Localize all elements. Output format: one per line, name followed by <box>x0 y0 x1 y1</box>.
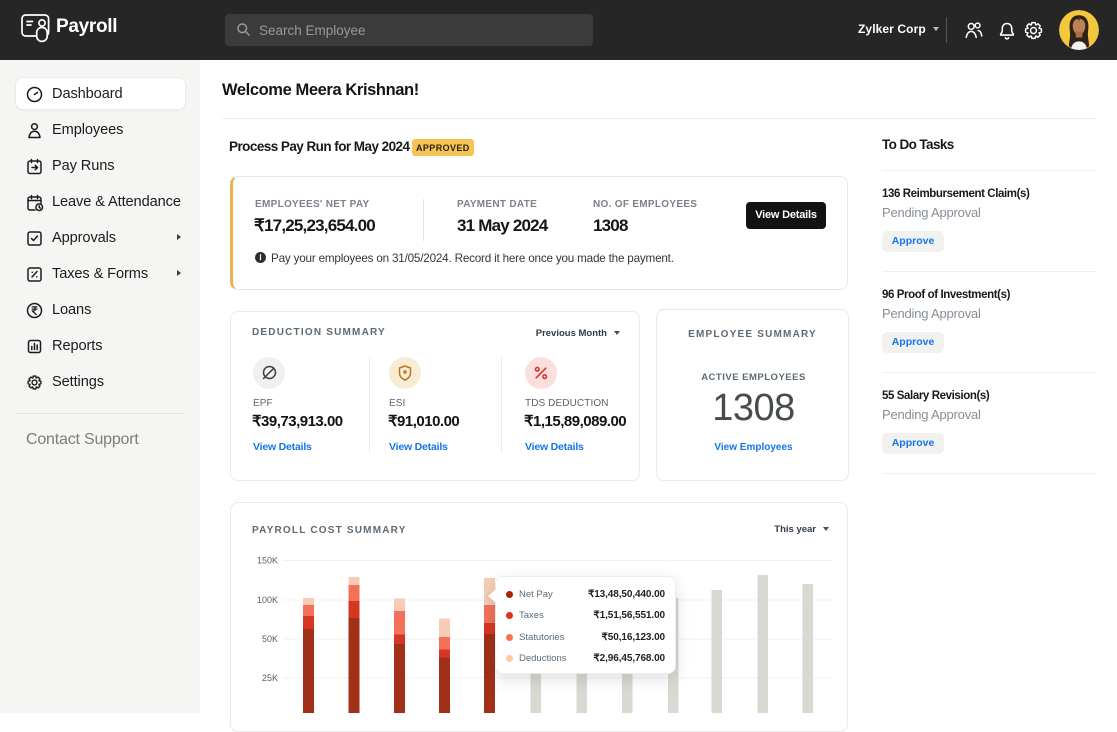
svg-text:100K: 100K <box>257 595 278 605</box>
svg-text:50K: 50K <box>262 634 278 644</box>
svg-text:150K: 150K <box>257 556 278 566</box>
svg-text:25K: 25K <box>262 673 278 683</box>
